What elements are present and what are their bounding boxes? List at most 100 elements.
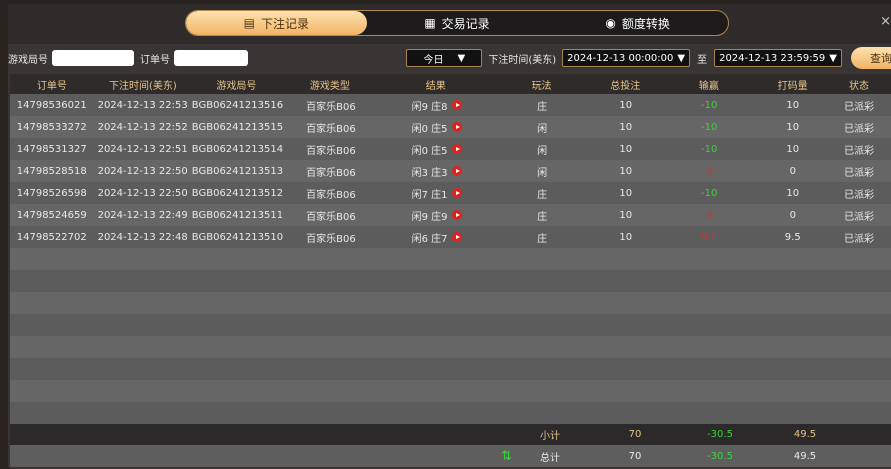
cell-order-no: 14798531327 bbox=[16, 143, 87, 155]
cell-valid-bet: 0 bbox=[789, 209, 796, 221]
query-button[interactable]: 查询 bbox=[851, 47, 891, 69]
betting-slip-icon: ▤ bbox=[243, 16, 255, 30]
game-no-input[interactable] bbox=[52, 50, 134, 66]
cell-status: 已派彩 bbox=[844, 101, 875, 113]
play-replay-icon[interactable] bbox=[451, 166, 462, 176]
tab-transaction-records[interactable]: ▦ 交易记录 bbox=[424, 16, 490, 31]
table-row: 14798524659 2024-12-13 22:49 BGB0624121351… bbox=[10, 204, 891, 226]
cell-play: 闲 bbox=[537, 167, 548, 179]
cell-game-no: BGB06241213515 bbox=[191, 121, 284, 133]
cell-game-type: 百家乐B06 bbox=[306, 189, 356, 201]
empty-row bbox=[10, 336, 891, 358]
start-time-select[interactable]: 2024-12-13 00:00:00 ▼ bbox=[562, 49, 691, 67]
cell-result: 闲7 庄1 bbox=[380, 186, 493, 201]
cell-order-no: 14798528518 bbox=[16, 165, 87, 177]
cell-valid-bet: 9.5 bbox=[784, 231, 801, 243]
cell-game-type: 百家乐B06 bbox=[306, 167, 356, 179]
result-text: 闲9 庄8 bbox=[411, 101, 448, 113]
filter-bar: 游戏局号 订单号 今日 ▼ 下注时间(美东) 2024-12-13 00:00:0… bbox=[8, 46, 891, 70]
cell-game-type: 百家乐B06 bbox=[306, 145, 356, 157]
order-no-input[interactable] bbox=[174, 50, 248, 66]
cell-status: 已派彩 bbox=[844, 233, 875, 245]
total-winloss: -30.5 bbox=[707, 450, 733, 462]
cell-valid-bet: 10 bbox=[786, 187, 800, 199]
end-time-select[interactable]: 2024-12-13 23:59:59 ▼ bbox=[714, 49, 842, 67]
subtotal-label: 小计 bbox=[540, 431, 560, 442]
clipboard-icon: ▦ bbox=[424, 16, 436, 30]
subtotal-bet: 70 bbox=[628, 429, 642, 440]
total-bet: 70 bbox=[628, 450, 642, 462]
play-replay-icon[interactable] bbox=[451, 144, 462, 154]
cell-game-no: BGB06241213514 bbox=[191, 143, 284, 155]
cell-bet-time: 2024-12-13 22:49 bbox=[97, 209, 188, 221]
cell-order-no: 14798524659 bbox=[16, 209, 87, 221]
cell-valid-bet: 0 bbox=[789, 165, 796, 177]
total-valid: 49.5 bbox=[793, 450, 817, 462]
cell-bet-time: 2024-12-13 22:50 bbox=[97, 187, 188, 199]
play-replay-icon[interactable] bbox=[451, 210, 462, 220]
cell-game-no: BGB06241213511 bbox=[191, 209, 284, 221]
empty-row bbox=[10, 248, 891, 270]
close-icon[interactable]: × bbox=[880, 14, 891, 29]
play-replay-icon[interactable] bbox=[451, 100, 462, 110]
tab-bet-records[interactable]: ▤ 下注记录 bbox=[186, 11, 367, 35]
cell-total-bet: 10 bbox=[619, 209, 633, 221]
cell-order-no: 14798533272 bbox=[16, 121, 87, 133]
empty-row bbox=[10, 292, 891, 314]
cell-total-bet: 10 bbox=[619, 99, 633, 111]
refresh-icon[interactable]: ⇅ bbox=[501, 448, 512, 464]
cell-status: 已派彩 bbox=[844, 189, 875, 201]
chevron-down-icon: ▼ bbox=[829, 52, 837, 64]
cell-game-type: 百家乐B06 bbox=[306, 233, 356, 245]
empty-row bbox=[10, 402, 891, 424]
cell-order-no: 14798522702 bbox=[16, 231, 87, 243]
cell-bet-time: 2024-12-13 22:48 bbox=[97, 231, 188, 243]
period-select[interactable]: 今日 ▼ bbox=[406, 49, 483, 67]
table-row: 14798526598 2024-12-13 22:50 BGB0624121351… bbox=[10, 182, 891, 204]
bet-records-table: 订单号 下注时间(美东) 游戏局号 游戏类型 结果 玩法 总投注 输赢 打码量 状态 147985… bbox=[10, 74, 891, 424]
result-text: 闲3 庄3 bbox=[411, 167, 448, 179]
cell-bet-time: 2024-12-13 22:52 bbox=[97, 121, 188, 133]
cell-result: 闲6 庄7 bbox=[380, 230, 493, 245]
cell-valid-bet: 10 bbox=[786, 143, 800, 155]
cell-bet-time: 2024-12-13 22:51 bbox=[97, 143, 188, 155]
table-row: 14798522702 2024-12-13 22:48 BGB0624121351… bbox=[10, 226, 891, 248]
cell-total-bet: 10 bbox=[619, 165, 633, 177]
cell-valid-bet: 10 bbox=[786, 121, 800, 133]
play-replay-icon[interactable] bbox=[451, 122, 462, 132]
header-win-loss: 输赢 bbox=[698, 80, 719, 92]
table-row: 14798528518 2024-12-13 22:50 BGB0624121351… bbox=[10, 160, 891, 182]
time-label: 下注时间(美东) bbox=[488, 54, 557, 66]
cell-status: 已派彩 bbox=[844, 167, 875, 179]
empty-row bbox=[10, 380, 891, 402]
cell-result: 闲9 庄8 bbox=[380, 98, 493, 113]
cell-result: 闲0 庄5 bbox=[380, 142, 493, 157]
cell-game-no: BGB06241213510 bbox=[191, 231, 284, 243]
table-row: 14798536021 2024-12-13 22:53 BGB0624121351… bbox=[10, 94, 891, 116]
cell-bet-time: 2024-12-13 22:53 bbox=[97, 99, 188, 111]
header-total-bet: 总投注 bbox=[610, 80, 641, 92]
header-game-type: 游戏类型 bbox=[309, 80, 350, 92]
total-row: ⇅ 总计 70 -30.5 49.5 bbox=[10, 445, 891, 467]
cell-total-bet: 10 bbox=[619, 121, 633, 133]
play-replay-icon[interactable] bbox=[451, 188, 462, 198]
cell-play: 闲 bbox=[537, 123, 548, 135]
cell-game-no: BGB06241213516 bbox=[191, 99, 284, 111]
play-replay-icon[interactable] bbox=[451, 232, 462, 242]
cell-bet-time: 2024-12-13 22:50 bbox=[97, 165, 188, 177]
cell-win-loss: -10 bbox=[701, 99, 718, 111]
result-text: 闲6 庄7 bbox=[411, 233, 448, 245]
table-row: 14798533272 2024-12-13 22:52 BGB0624121351… bbox=[10, 116, 891, 138]
cell-total-bet: 10 bbox=[619, 187, 633, 199]
game-no-label: 游戏局号 bbox=[8, 54, 48, 66]
table-row: 14798531327 2024-12-13 22:51 BGB0624121351… bbox=[10, 138, 891, 160]
empty-row bbox=[10, 358, 891, 380]
cell-total-bet: 10 bbox=[619, 143, 633, 155]
cell-total-bet: 10 bbox=[619, 231, 633, 243]
to-label: 至 bbox=[697, 54, 708, 66]
chevron-down-icon: ▼ bbox=[457, 52, 466, 64]
header-status: 状态 bbox=[849, 80, 870, 92]
tab-credit-transfer[interactable]: ◉ 额度转换 bbox=[605, 16, 670, 31]
cell-game-type: 百家乐B06 bbox=[306, 211, 356, 223]
result-text: 闲9 庄9 bbox=[411, 211, 448, 223]
